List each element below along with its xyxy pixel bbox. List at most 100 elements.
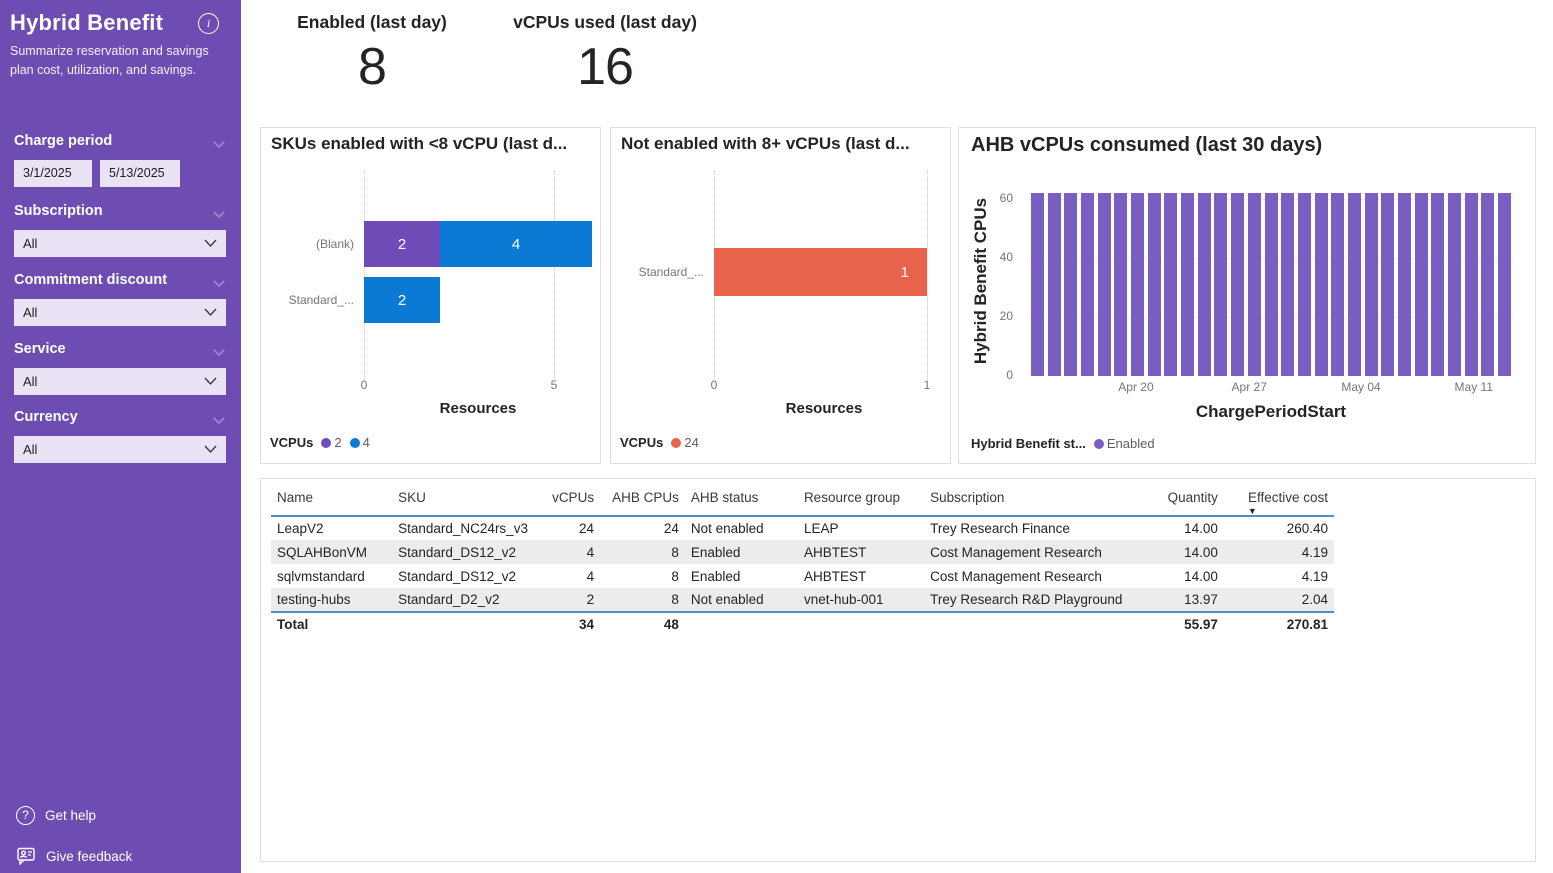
legend-dot-icon bbox=[321, 437, 332, 448]
bar[interactable] bbox=[1398, 193, 1412, 376]
bar[interactable] bbox=[1030, 193, 1044, 376]
table-cell: Trey Research R&D Playground bbox=[924, 588, 1162, 612]
bar[interactable] bbox=[1047, 193, 1061, 376]
bar[interactable] bbox=[1164, 193, 1178, 376]
column-header-quantity[interactable]: Quantity bbox=[1161, 485, 1224, 517]
bar[interactable] bbox=[1231, 193, 1245, 376]
gridline bbox=[554, 171, 555, 379]
filter-service-label[interactable]: Service bbox=[14, 341, 66, 357]
bar[interactable] bbox=[1097, 193, 1111, 376]
x-axis-title: ChargePeriodStart bbox=[1195, 402, 1347, 421]
bar[interactable] bbox=[1080, 193, 1094, 376]
bar[interactable] bbox=[1281, 193, 1295, 376]
bar[interactable] bbox=[1347, 193, 1361, 376]
chevron-down-icon[interactable] bbox=[213, 275, 225, 293]
filter-subscription-label[interactable]: Subscription bbox=[14, 203, 103, 219]
table-cell: 14.00 bbox=[1184, 568, 1218, 584]
chevron-down-icon[interactable] bbox=[213, 344, 225, 362]
y-tick-label: 20 bbox=[999, 309, 1013, 324]
bar-value-label: 2 bbox=[397, 291, 407, 309]
x-tick-label: 0 bbox=[360, 378, 368, 392]
charge-period-start-input[interactable]: 3/1/2025 bbox=[14, 160, 92, 187]
bar[interactable] bbox=[1147, 193, 1161, 376]
bar-segment[interactable]: 1 bbox=[714, 248, 927, 296]
x-axis-title: Resources bbox=[785, 400, 863, 417]
filter-currency-label[interactable]: Currency bbox=[14, 409, 78, 425]
currency-dropdown[interactable]: All bbox=[14, 436, 226, 463]
column-header-resource-group[interactable]: Resource group bbox=[797, 485, 925, 517]
chevron-down-icon[interactable] bbox=[213, 136, 225, 154]
x-axis-title: Resources bbox=[439, 400, 517, 417]
chart-legend: VCPUs 2 4 bbox=[270, 435, 370, 450]
table-total-cell: 270.81 bbox=[1223, 611, 1334, 636]
give-feedback-link[interactable]: Give feedback bbox=[16, 845, 132, 868]
table-cell: 14.00 bbox=[1184, 521, 1218, 536]
bar-segment[interactable]: 4 bbox=[440, 221, 592, 267]
get-help-link[interactable]: ? Get help bbox=[16, 806, 96, 825]
table-row: testing-hubs Standard_D2_v2 2 8 Not enabled v… bbox=[271, 588, 1334, 612]
bar[interactable] bbox=[1431, 193, 1445, 376]
charge-period-end-input[interactable]: 5/13/2025 bbox=[100, 160, 180, 187]
bar[interactable] bbox=[1297, 193, 1311, 376]
filter-commitment-discount-label[interactable]: Commitment discount bbox=[14, 272, 168, 288]
bar[interactable] bbox=[1314, 193, 1328, 376]
bar[interactable] bbox=[1448, 193, 1462, 376]
table-total-cell bbox=[684, 611, 798, 636]
x-tick-label: Apr 27 bbox=[1231, 380, 1267, 394]
bar[interactable] bbox=[1464, 193, 1478, 376]
bar-segment[interactable]: 2 bbox=[364, 277, 440, 323]
service-dropdown[interactable]: All bbox=[14, 368, 226, 395]
bar[interactable] bbox=[1364, 193, 1378, 376]
bar[interactable] bbox=[1247, 193, 1261, 376]
bar[interactable] bbox=[1130, 193, 1144, 376]
chart-not-enabled-8plus-vcpus: Not enabled with 8+ vCPUs (last d... 1 St… bbox=[610, 127, 951, 464]
chart-ahb-vcpus-consumed: AHB vCPUs consumed (last 30 days) 0 20 40 6… bbox=[958, 127, 1536, 464]
bar[interactable] bbox=[1214, 193, 1228, 376]
table-total-cell bbox=[797, 611, 925, 636]
table-total-row: Total 34 48 55.97 270.81 bbox=[271, 611, 1334, 636]
y-tick-label: 60 bbox=[999, 191, 1013, 206]
subscription-dropdown[interactable]: All bbox=[14, 230, 226, 257]
x-tick-label: 0 bbox=[710, 378, 718, 392]
bar[interactable] bbox=[1498, 193, 1512, 376]
table-cell: Cost Management Research bbox=[924, 540, 1162, 564]
bar[interactable] bbox=[1114, 193, 1128, 376]
bar-segment[interactable]: 2 bbox=[364, 221, 440, 267]
table-row: sqlvmstandard Standard_DS12_v2 4 8 Enabled AH… bbox=[271, 564, 1334, 588]
table-cell: sqlvmstandard bbox=[277, 568, 365, 584]
commitment-discount-dropdown[interactable]: All bbox=[14, 299, 226, 326]
column-header-name[interactable]: Name bbox=[271, 485, 393, 517]
column-header-ahb-cpus[interactable]: AHB CPUs bbox=[600, 485, 685, 517]
table-cell: Standard_D2_v2 bbox=[392, 588, 544, 612]
table-cell: Standard_DS12_v2 bbox=[398, 568, 516, 584]
bar[interactable] bbox=[1197, 193, 1211, 376]
bar[interactable] bbox=[1414, 193, 1428, 376]
table-total-cell: 55.97 bbox=[1161, 611, 1224, 636]
kpi-value: 16 bbox=[577, 38, 634, 96]
bar[interactable] bbox=[1481, 193, 1495, 376]
column-header-vcpus[interactable]: vCPUs bbox=[543, 485, 601, 517]
x-tick-label: May 04 bbox=[1341, 380, 1381, 394]
info-icon[interactable]: i bbox=[198, 13, 219, 34]
column-header-ahb-status[interactable]: AHB status bbox=[684, 485, 798, 517]
help-icon: ? bbox=[16, 806, 35, 825]
chevron-down-icon[interactable] bbox=[213, 206, 225, 224]
resources-table-card: Name SKU vCPUs AHB CPUs AHB status Resource g… bbox=[260, 478, 1536, 862]
legend-title: Hybrid Benefit st... bbox=[971, 436, 1086, 451]
table-cell: 260.40 bbox=[1286, 521, 1328, 536]
table-cell: Not enabled bbox=[690, 521, 764, 536]
column-header-subscription[interactable]: Subscription bbox=[924, 485, 1162, 517]
table-cell: Enabled bbox=[684, 540, 798, 564]
bar[interactable] bbox=[1064, 193, 1078, 376]
column-header-sku[interactable]: SKU bbox=[392, 485, 544, 517]
table-cell: Enabled bbox=[690, 568, 741, 584]
column-header-effective-cost[interactable]: Effective cost ▼ bbox=[1223, 485, 1334, 517]
filter-charge-period-label[interactable]: Charge period bbox=[14, 133, 113, 149]
kpi-label: Enabled (last day) bbox=[297, 12, 447, 32]
bar[interactable] bbox=[1264, 193, 1278, 376]
chevron-down-icon[interactable] bbox=[213, 412, 225, 430]
bar[interactable] bbox=[1381, 193, 1395, 376]
bar[interactable] bbox=[1331, 193, 1345, 376]
bar[interactable] bbox=[1181, 193, 1195, 376]
table-total-cell: Total bbox=[271, 611, 393, 636]
